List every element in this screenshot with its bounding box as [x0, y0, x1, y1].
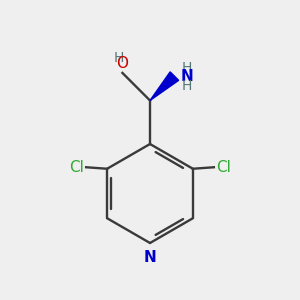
Polygon shape — [150, 72, 178, 100]
Text: Cl: Cl — [216, 160, 231, 175]
Text: N: N — [144, 250, 156, 265]
Text: H: H — [182, 61, 192, 75]
Text: O: O — [116, 56, 128, 71]
Text: N: N — [181, 69, 194, 84]
Text: Cl: Cl — [69, 160, 84, 175]
Text: H: H — [182, 79, 192, 93]
Text: H: H — [114, 50, 124, 64]
